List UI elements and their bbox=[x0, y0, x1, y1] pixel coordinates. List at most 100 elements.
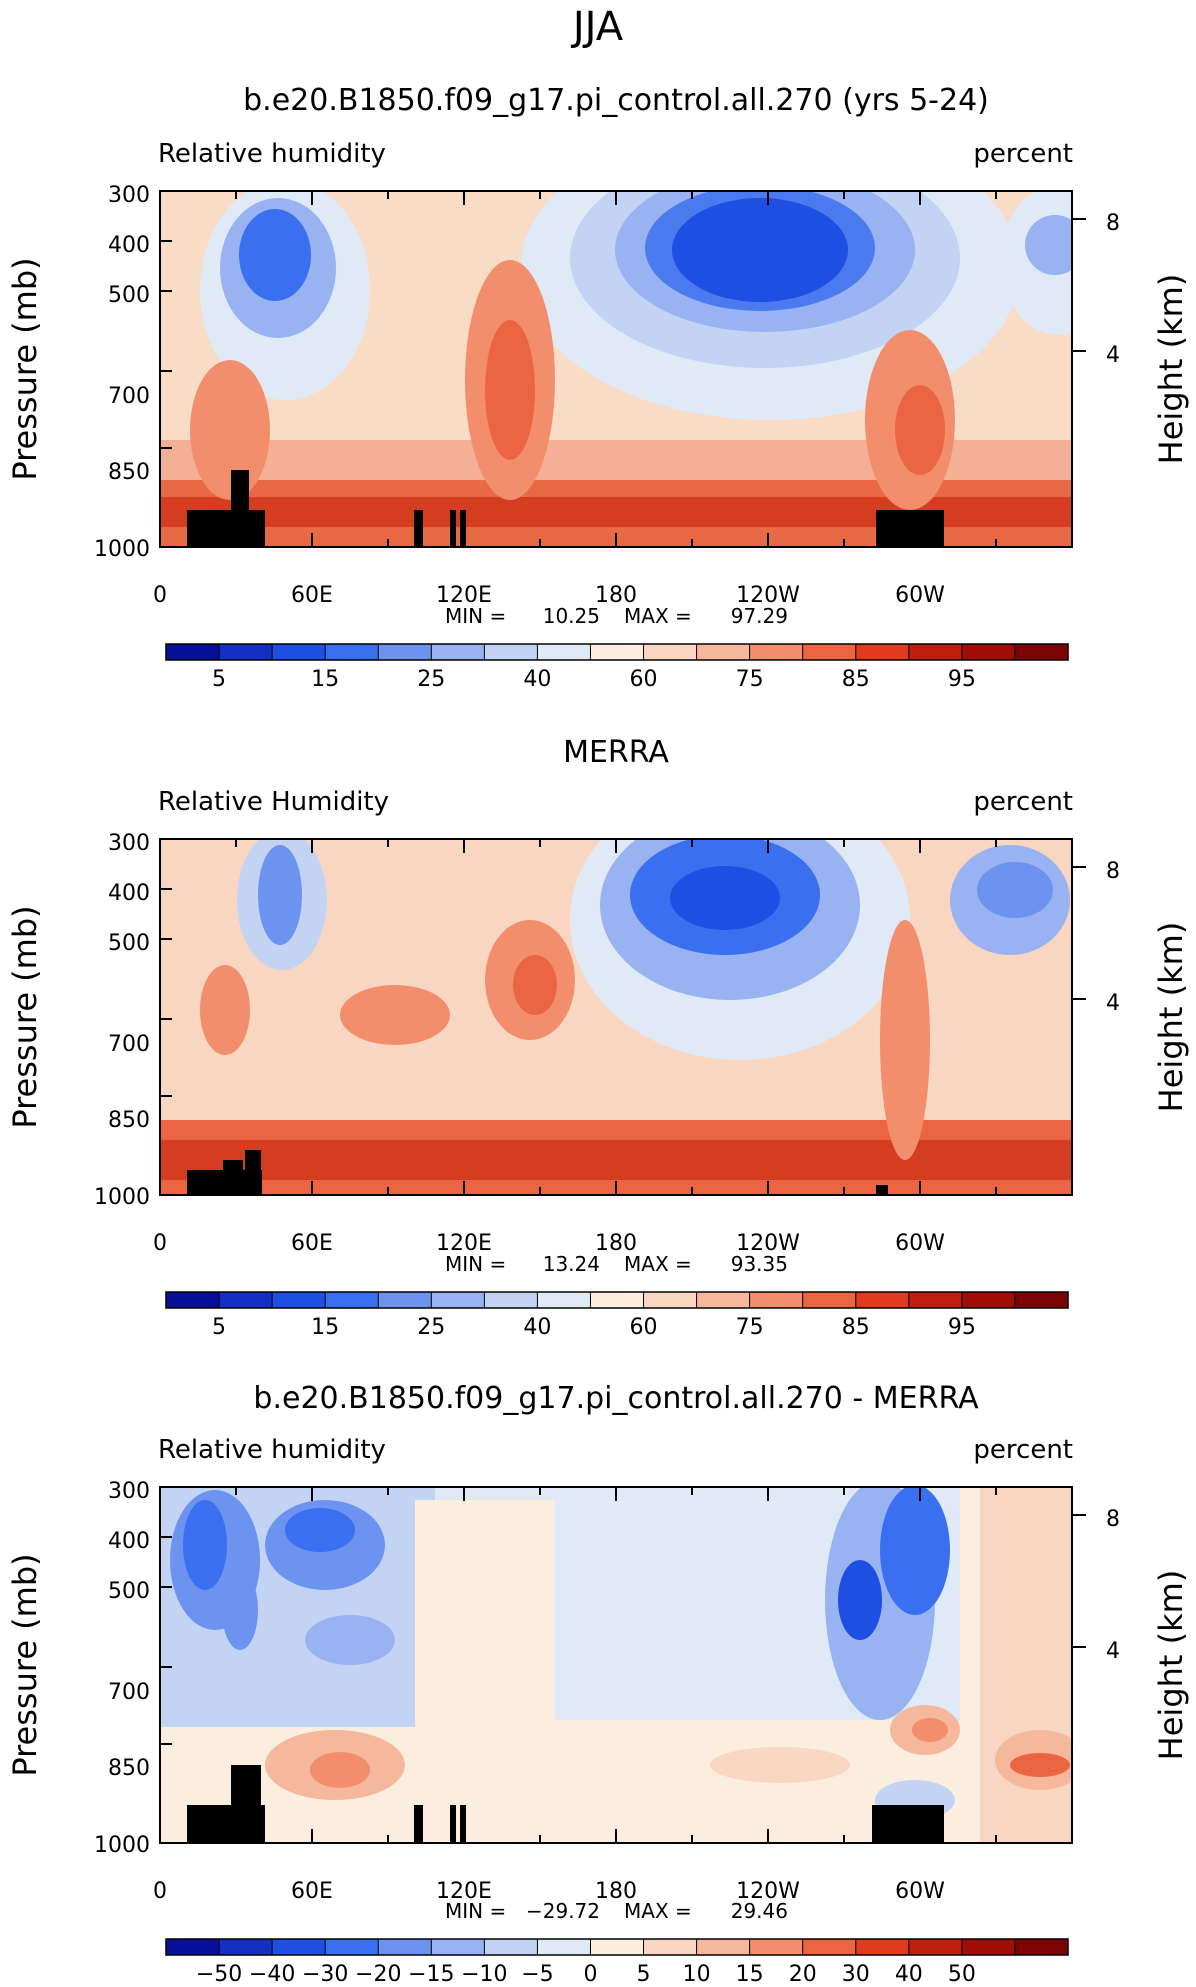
x-tick-label: 180 bbox=[595, 583, 637, 608]
y2-axis-label: Height (km) bbox=[1152, 1570, 1190, 1761]
min-label: MIN = bbox=[445, 604, 506, 628]
colorbar-level-label: 5 bbox=[637, 1962, 651, 1987]
units-label: percent bbox=[973, 139, 1073, 169]
colorbar-level-label: 60 bbox=[630, 667, 658, 692]
colorbar-swatch bbox=[378, 1939, 432, 1955]
colorbar-swatch bbox=[219, 1939, 273, 1955]
x-tick-label: 60E bbox=[291, 583, 333, 608]
colorbar-level-label: 40 bbox=[523, 667, 551, 692]
y-tick-label: 400 bbox=[108, 233, 150, 258]
colorbar-level-label: 5 bbox=[212, 1315, 226, 1340]
y-tick-label: 300 bbox=[108, 1479, 150, 1504]
x-tick-label: 120W bbox=[736, 583, 800, 608]
colorbar: −50 −40 −30 −20 −15 −10 −5 0 5 10 15 20 30 40 50 bbox=[165, 1938, 1069, 1987]
y-tick-label: 850 bbox=[108, 1756, 150, 1781]
x-tick-label: 120W bbox=[736, 1231, 800, 1256]
colorbar-swatch bbox=[431, 644, 485, 660]
colorbar-swatch bbox=[590, 1939, 645, 1955]
colorbar-swatch bbox=[219, 1292, 273, 1308]
x-tick-label: 180 bbox=[595, 1231, 637, 1256]
min-value: 13.24 bbox=[543, 1252, 600, 1276]
colorbar-swatch bbox=[855, 1939, 910, 1955]
y2-tick-label: 8 bbox=[1106, 211, 1120, 236]
figure-title: JJA bbox=[570, 4, 624, 50]
colorbar-level-label: −5 bbox=[521, 1962, 553, 1987]
colorbar-level-label: −20 bbox=[355, 1962, 401, 1987]
colorbar-swatch bbox=[272, 1939, 326, 1955]
y-tick-label: 700 bbox=[108, 1680, 150, 1705]
colorbar-level-label: 5 bbox=[212, 667, 226, 692]
y-tick-label: 1000 bbox=[94, 1833, 150, 1858]
colorbar-level-label: −30 bbox=[302, 1962, 348, 1987]
units-label: percent bbox=[973, 787, 1073, 817]
colorbar-level-label: 0 bbox=[583, 1962, 597, 1987]
colorbar-level-label: −10 bbox=[461, 1962, 507, 1987]
y2-axis-label: Height (km) bbox=[1152, 274, 1190, 465]
colorbar-swatch bbox=[961, 1939, 1016, 1955]
x-tick-label: 120W bbox=[736, 1879, 800, 1904]
x-tick-label: 60W bbox=[895, 583, 945, 608]
y-tick-label: 700 bbox=[108, 384, 150, 409]
variable-label: Relative humidity bbox=[158, 139, 386, 169]
colorbar-swatch bbox=[272, 1292, 326, 1308]
min-label: MIN = bbox=[445, 1899, 506, 1923]
panel-title: MERRA bbox=[563, 735, 669, 770]
colorbar-swatch bbox=[431, 1939, 485, 1955]
colorbar-level-label: 50 bbox=[948, 1962, 976, 1987]
colorbar-swatch bbox=[802, 644, 857, 660]
colorbar-swatch bbox=[1014, 1292, 1069, 1308]
colorbar-swatch bbox=[802, 1939, 857, 1955]
colorbar-swatch bbox=[537, 644, 591, 660]
y-tick-label: 700 bbox=[108, 1032, 150, 1057]
contour-field bbox=[160, 191, 1072, 547]
colorbar-level-label: −15 bbox=[408, 1962, 454, 1987]
y-tick-label: 300 bbox=[108, 831, 150, 856]
panel-model: b.e20.B1850.f09_g17.pi_control.all.270 (… bbox=[6, 83, 1190, 692]
colorbar-swatch bbox=[643, 644, 698, 660]
colorbar-level-label: 40 bbox=[523, 1315, 551, 1340]
colorbar-level-label: 85 bbox=[842, 667, 870, 692]
colorbar-level-label: 40 bbox=[895, 1962, 923, 1987]
max-label: MAX = bbox=[624, 604, 692, 628]
max-value: 29.46 bbox=[731, 1899, 788, 1923]
colorbar-level-label: 15 bbox=[311, 667, 339, 692]
max-value: 93.35 bbox=[731, 1252, 788, 1276]
colorbar-swatch bbox=[431, 1292, 485, 1308]
contour-field bbox=[160, 1487, 1072, 1843]
colorbar-swatch bbox=[325, 644, 379, 660]
variable-label: Relative Humidity bbox=[158, 787, 389, 817]
panel-merra: MERRA Relative Humidity percent 3 bbox=[6, 735, 1190, 1340]
colorbar-swatch bbox=[166, 1292, 220, 1308]
colorbar-swatch bbox=[643, 1292, 698, 1308]
colorbar-swatch bbox=[325, 1292, 379, 1308]
colorbar-frame bbox=[165, 1291, 1069, 1309]
colorbar-level-label: −50 bbox=[196, 1962, 242, 1987]
x-tick-label: 0 bbox=[153, 1231, 167, 1256]
colorbar-swatch bbox=[272, 644, 326, 660]
y-tick-label: 1000 bbox=[94, 1185, 150, 1210]
colorbar-level-label: 95 bbox=[948, 667, 976, 692]
colorbar-swatch bbox=[908, 1292, 963, 1308]
x-tick-label: 60E bbox=[291, 1879, 333, 1904]
y-tick-label: 400 bbox=[108, 881, 150, 906]
x-tick-label: 120E bbox=[436, 1879, 492, 1904]
y-tick-label: 850 bbox=[108, 460, 150, 485]
y-axis-label: Pressure (mb) bbox=[6, 905, 44, 1128]
y-tick-label: 400 bbox=[108, 1529, 150, 1554]
x-tick-label: 0 bbox=[153, 583, 167, 608]
colorbar-level-label: 75 bbox=[736, 667, 764, 692]
colorbar-swatch bbox=[166, 1939, 220, 1955]
colorbar: 5 15 25 40 60 75 85 95 bbox=[165, 1291, 1069, 1340]
colorbar-swatch bbox=[749, 1292, 804, 1308]
colorbar-swatch bbox=[908, 644, 963, 660]
colorbar-swatch bbox=[1014, 1939, 1069, 1955]
colorbar-swatch bbox=[696, 1939, 751, 1955]
y-axis-label: Pressure (mb) bbox=[6, 257, 44, 480]
colorbar-swatch bbox=[1014, 644, 1069, 660]
contour-field bbox=[160, 839, 1072, 1195]
y2-tick-label: 4 bbox=[1106, 343, 1120, 368]
colorbar-level-label: 10 bbox=[683, 1962, 711, 1987]
colorbar-swatch bbox=[643, 1939, 698, 1955]
colorbar: 5 15 25 40 60 75 85 95 bbox=[165, 643, 1069, 692]
